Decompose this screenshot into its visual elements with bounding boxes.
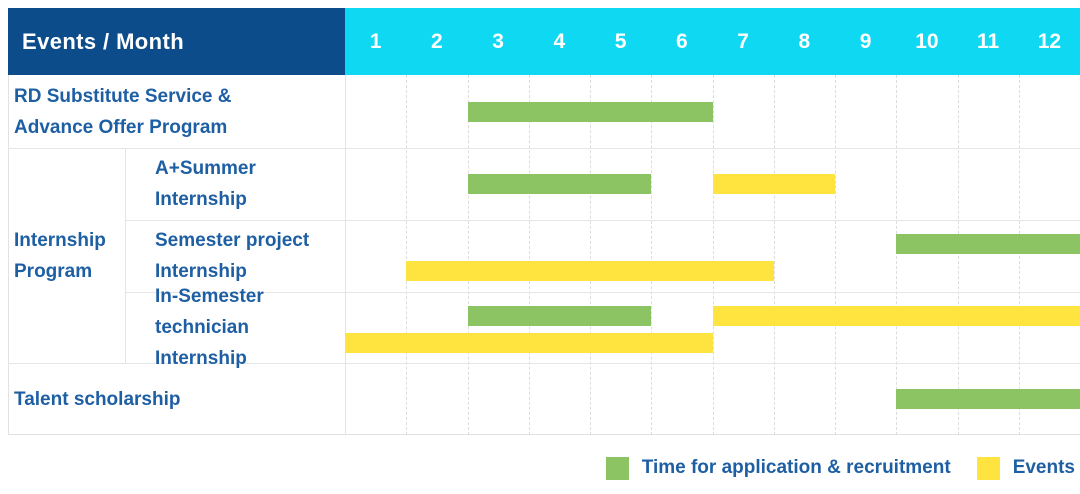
row-label-line: In-Semester <box>155 286 264 307</box>
table-body-frame <box>8 75 1080 435</box>
month-label: 4 <box>553 29 566 53</box>
row-label-semester-project: Semester project Internship <box>140 220 340 292</box>
table-title: Events / Month <box>22 28 185 54</box>
label-chart-divider <box>345 75 346 435</box>
row-label-line: RD Substitute Service & <box>14 85 232 107</box>
row-label-line: A+Summer <box>155 158 256 179</box>
gantt-row-semester-project <box>345 220 1080 292</box>
gantt-bar-application <box>467 101 713 122</box>
group-label-internship-program: Internship Program <box>14 148 120 363</box>
row-label-line: Talent scholarship <box>14 388 181 410</box>
month-label: 3 <box>492 29 504 53</box>
month-label: 12 <box>1037 29 1062 53</box>
gantt-bar-application <box>467 305 652 326</box>
gantt-bar-event <box>712 305 1080 326</box>
legend-swatch-green <box>605 456 629 480</box>
row-label-talent-scholarship: Talent scholarship <box>14 363 340 435</box>
gantt-row-in-semester-technician <box>345 292 1080 363</box>
row-label-line: Semester project <box>155 230 310 251</box>
row-separator <box>8 148 1080 149</box>
month-label: 11 <box>977 29 1000 53</box>
month-label: 9 <box>859 29 872 53</box>
subrow-separator <box>125 292 1080 293</box>
gantt-bar-event <box>712 174 835 194</box>
table-title-header: Events / Month <box>8 8 345 75</box>
row-label-line: Internship <box>155 261 247 282</box>
gantt-row-a-plus-summer <box>345 148 1080 220</box>
gantt-bar-event <box>406 261 774 281</box>
group-label-line: Internship <box>14 229 106 251</box>
row-separator <box>8 363 1080 364</box>
month-label: 7 <box>737 29 749 53</box>
month-label: 5 <box>614 29 627 53</box>
group-label-line: Program <box>14 260 93 282</box>
row-label-in-semester-technician: In-Semester technician Internship <box>140 286 340 369</box>
gantt-row-rd-substitute <box>345 75 1080 148</box>
row-label-line: Internship <box>155 189 247 210</box>
gantt-bar-application <box>896 234 1080 254</box>
row-label-line: Advance Offer Program <box>14 116 228 138</box>
events-month-table: Events / Month 1 2 3 4 5 6 7 8 9 10 11 1… <box>8 8 1080 435</box>
legend-swatch-yellow <box>976 456 1000 480</box>
legend-item-events: Events <box>976 456 1075 480</box>
gantt-bar-application <box>467 174 652 194</box>
gantt-bar-application <box>896 389 1080 409</box>
legend-label: Time for application & recruitment <box>641 457 951 478</box>
month-label: 8 <box>798 29 811 53</box>
month-label: 10 <box>915 29 939 53</box>
row-label-line: technician Internship <box>155 317 249 369</box>
month-label: 2 <box>431 29 443 53</box>
legend: Time for application & recruitment Event… <box>605 452 1075 484</box>
row-label-rd-substitute: RD Substitute Service & Advance Offer Pr… <box>14 75 340 148</box>
gantt-bar-event <box>345 332 713 353</box>
legend-label: Events <box>1012 457 1075 478</box>
month-label: 1 <box>369 29 382 53</box>
month-label: 6 <box>676 29 688 53</box>
legend-item-application: Time for application & recruitment <box>605 456 951 480</box>
group-column-divider <box>125 148 126 363</box>
row-label-a-plus-summer: A+Summer Internship <box>140 148 340 220</box>
gantt-row-talent-scholarship <box>345 363 1080 435</box>
month-header-row: 1 2 3 4 5 6 7 8 9 10 11 12 <box>345 8 1080 75</box>
subrow-separator <box>125 220 1080 221</box>
